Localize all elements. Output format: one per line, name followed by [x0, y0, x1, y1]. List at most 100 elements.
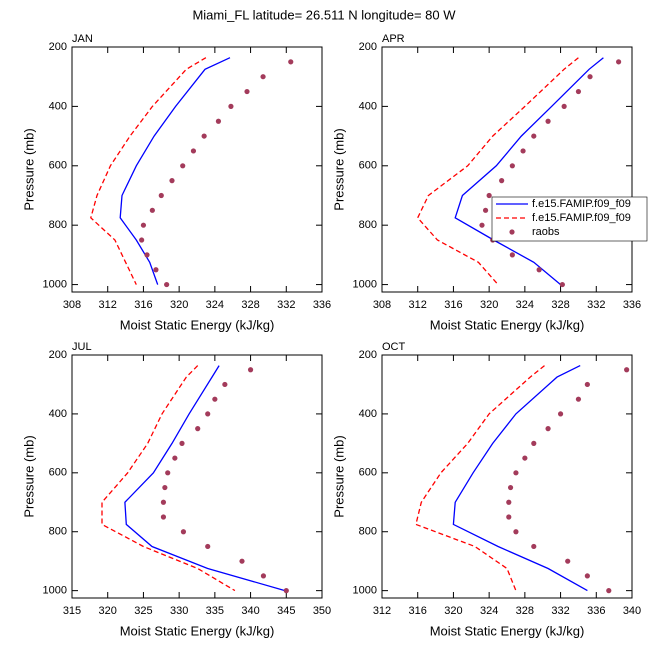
x-tick-label: 324: [480, 605, 498, 617]
raob-point: [520, 148, 526, 154]
x-tick-label: 332: [587, 299, 605, 311]
raob-point: [164, 281, 170, 288]
x-tick-label: 328: [551, 299, 569, 311]
x-tick-label: 350: [313, 605, 331, 617]
y-tick-label: 800: [359, 219, 377, 231]
legend-label: f.e15.FAMIP.f09_f09: [532, 198, 631, 210]
y-tick-label: 800: [359, 526, 377, 538]
x-tick-label: 328: [241, 299, 259, 311]
panel: APR Moist Static Energy (kJ/kg) Pressure (…: [331, 33, 648, 332]
y-axis-label: Pressure (mb): [21, 128, 36, 210]
y-tick-label: 600: [359, 160, 377, 172]
x-tick-label: 340: [623, 605, 641, 617]
x-tick-label: 308: [63, 299, 81, 311]
plot-frame: [381, 354, 633, 599]
raob-point: [169, 178, 175, 184]
raob-point: [247, 367, 254, 373]
raob-point: [584, 573, 590, 579]
raob-point: [482, 207, 489, 213]
panel-title: JAN: [72, 33, 93, 45]
x-tick-label: 312: [409, 299, 427, 311]
y-tick-label: 400: [49, 408, 67, 420]
x-tick-label: 336: [587, 605, 605, 617]
raob-point: [244, 88, 250, 95]
raob-point: [506, 514, 512, 520]
raob-point: [172, 455, 178, 461]
y-tick-label: 1000: [43, 585, 67, 597]
raob-point: [536, 267, 542, 273]
raob-point: [624, 367, 630, 373]
raob-point: [190, 148, 197, 154]
raob-point: [288, 59, 294, 65]
raob-point: [180, 163, 186, 169]
raob-point: [180, 529, 187, 535]
x-tick-label: 316: [444, 299, 462, 311]
y-tick-label: 1000: [353, 585, 377, 597]
x-tick-label: 315: [63, 605, 81, 617]
raob-point: [616, 59, 622, 65]
raob-point: [509, 252, 515, 258]
raob-point: [179, 440, 185, 446]
profile-line: [416, 57, 579, 286]
y-axis-label: Pressure (mb): [331, 128, 346, 210]
raob-point: [531, 440, 537, 446]
x-tick-label: 332: [277, 299, 295, 311]
x-tick-label: 336: [313, 299, 331, 311]
raob-point: [575, 88, 582, 95]
x-tick-label: 332: [551, 605, 569, 617]
profile-line: [124, 365, 286, 592]
raob-point: [260, 573, 267, 579]
raob-point: [160, 499, 167, 505]
x-tick-label: 324: [516, 299, 534, 311]
x-tick-label: 320: [99, 605, 117, 617]
y-tick-label: 200: [359, 349, 377, 361]
profile-line: [90, 57, 207, 285]
profile-line: [454, 57, 604, 286]
raob-point: [522, 455, 528, 461]
y-tick-label: 1000: [43, 278, 67, 290]
raob-point: [545, 118, 551, 124]
x-tick-label: 340: [241, 605, 259, 617]
x-tick-label: 320: [170, 299, 188, 311]
y-tick-label: 200: [49, 349, 67, 361]
raob-point: [149, 207, 155, 213]
legend-label: f.e15.FAMIP.f09_f09: [532, 212, 631, 224]
y-tick-label: 400: [359, 408, 377, 420]
y-tick-label: 600: [49, 160, 67, 172]
panel-title: OCT: [382, 341, 406, 353]
y-tick-label: 800: [49, 526, 67, 538]
raob-point: [557, 411, 564, 417]
raob-point: [158, 192, 164, 199]
profile-line: [119, 57, 231, 285]
raob-point: [153, 267, 159, 273]
y-tick-label: 200: [49, 41, 67, 53]
raob-point: [222, 381, 228, 388]
panel-title: JUL: [72, 341, 92, 353]
y-tick-label: 600: [49, 467, 67, 479]
figure-title: Miami_FL latitude= 26.511 N longitude= 8…: [192, 7, 456, 22]
panel-title: APR: [382, 33, 405, 45]
x-tick-label: 330: [170, 605, 188, 617]
raob-point: [215, 118, 222, 124]
y-tick-label: 1000: [353, 278, 377, 290]
y-tick-label: 600: [359, 467, 377, 479]
raob-point: [283, 588, 289, 594]
raob-point: [559, 281, 565, 288]
x-tick-label: 325: [134, 605, 152, 617]
y-axis-label: Pressure (mb): [21, 435, 36, 517]
x-tick-label: 312: [373, 605, 391, 617]
x-tick-label: 335: [206, 605, 224, 617]
raob-point: [513, 470, 519, 476]
y-tick-label: 800: [49, 219, 67, 231]
x-tick-label: 345: [277, 605, 295, 617]
raob-point: [531, 133, 537, 139]
raob-point: [195, 426, 201, 432]
profile-line: [415, 365, 545, 591]
raob-point: [575, 396, 582, 402]
y-tick-label: 200: [359, 41, 377, 53]
legend-marker: [509, 229, 515, 235]
raob-point: [509, 163, 515, 169]
raob-point: [531, 543, 537, 550]
x-tick-label: 336: [623, 299, 641, 311]
y-tick-label: 400: [359, 100, 377, 112]
